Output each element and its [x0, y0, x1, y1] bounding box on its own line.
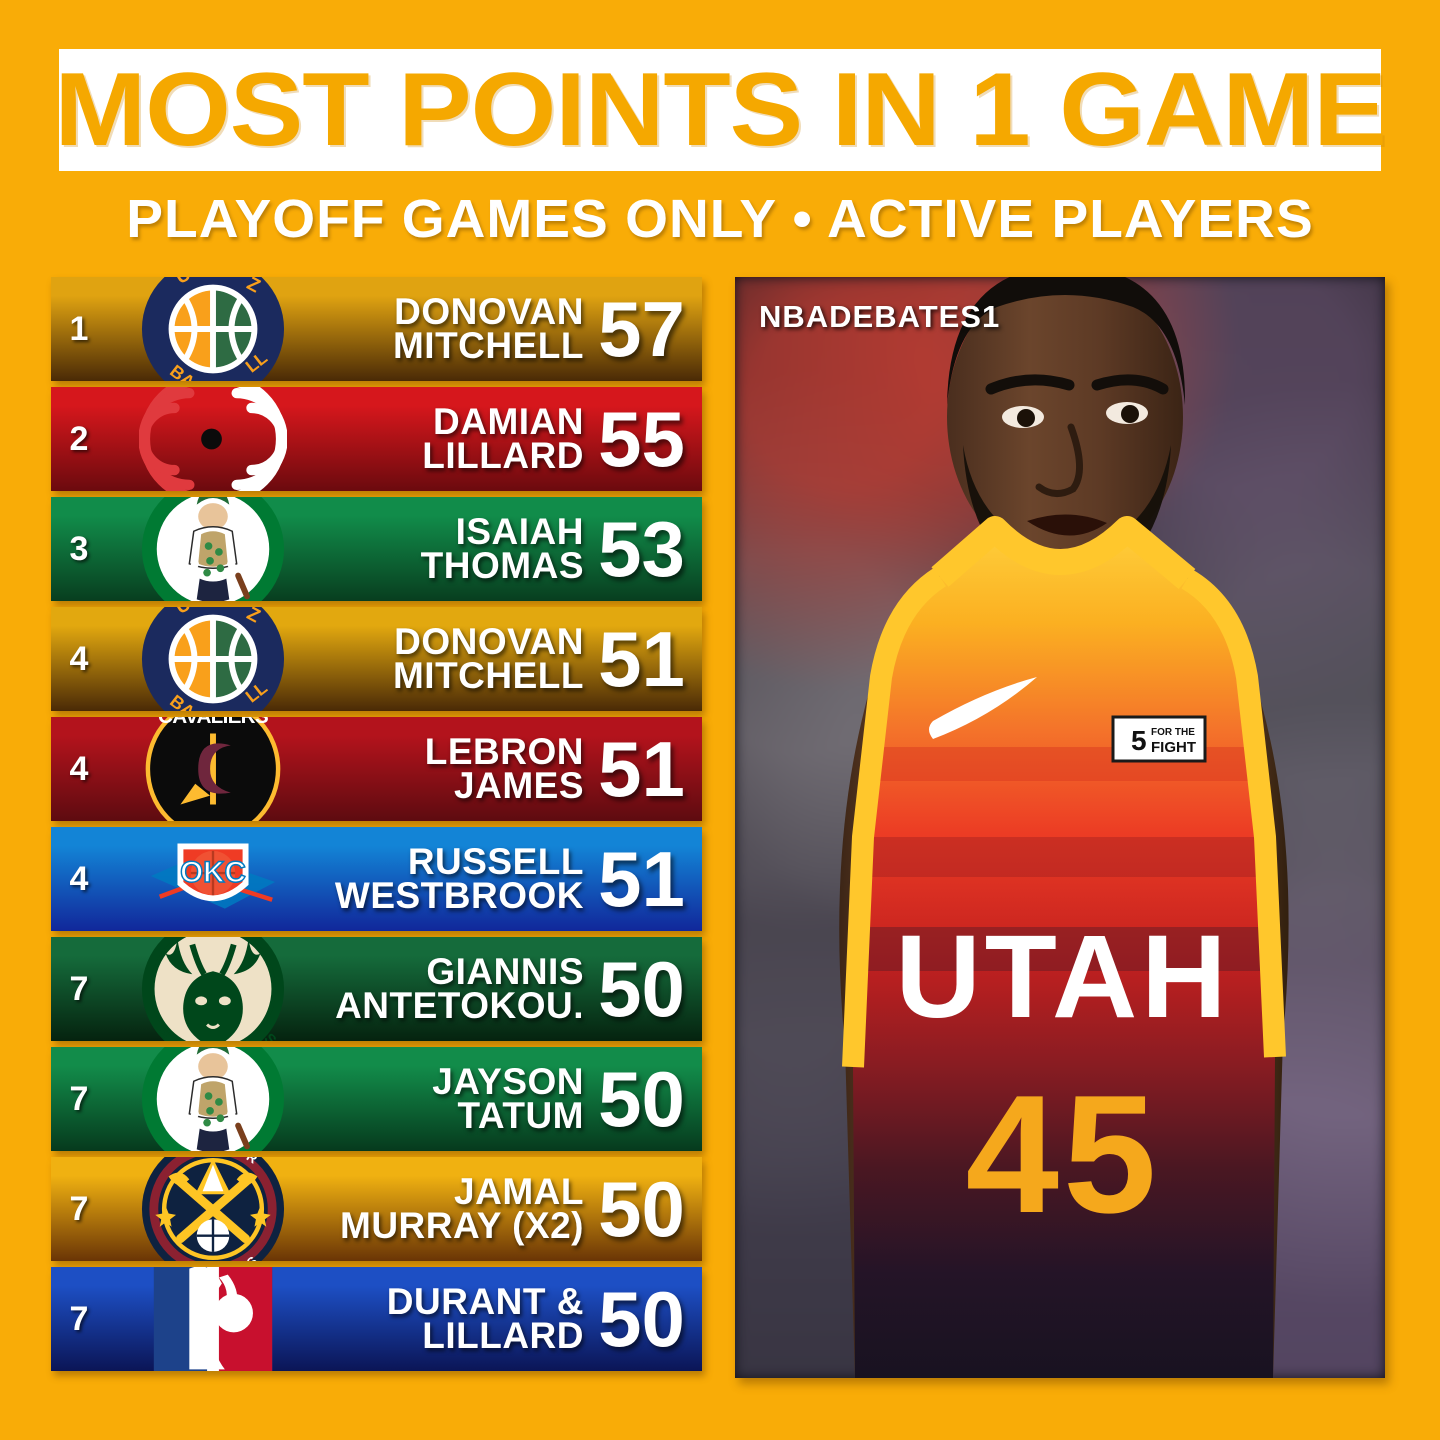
score-value: 50: [598, 1275, 685, 1363]
player-name-line1: RUSSELL: [407, 840, 584, 882]
player-name-line1: DAMIAN: [433, 400, 584, 442]
player-name-line2: MITCHELL: [392, 325, 584, 366]
player-name: JAMAL MURRAY (X2): [340, 1170, 584, 1246]
player-name: DAMIAN LILLARD: [422, 400, 584, 476]
svg-text:FOR THE: FOR THE: [1151, 727, 1195, 738]
nuggets-logo: D R N S: [113, 1157, 313, 1261]
player-name-line1: ISAIAH: [455, 510, 584, 552]
player-name-line2: JAMES: [454, 765, 584, 806]
svg-text:CAVALIERS: CAVALIERS: [158, 717, 269, 728]
player-name-line1: DONOVAN: [394, 290, 584, 332]
player-name-line2: MURRAY (X2): [340, 1205, 584, 1246]
bucks-logo: M S: [113, 937, 313, 1041]
page-subtitle: PLAYOFF GAMES ONLY • ACTIVE PLAYERS: [126, 189, 1314, 249]
player-name-line2: WESTBROOK: [334, 875, 584, 916]
svg-text:5: 5: [1131, 725, 1147, 756]
score-value: 51: [598, 725, 685, 813]
header: MOST POINTS IN 1 GAME PLAYOFF GAMES ONLY…: [0, 0, 1440, 268]
score-value: 57: [598, 285, 685, 373]
score-value: 53: [598, 505, 685, 593]
rank-number: 1: [69, 309, 89, 348]
player-name-line1: JAMAL: [454, 1170, 584, 1212]
player-name: LEBRON JAMES: [424, 730, 584, 806]
player-name-line1: DURANT &: [386, 1280, 584, 1322]
title-bar: MOST POINTS IN 1 GAME: [54, 49, 1387, 171]
svg-text:S: S: [244, 1253, 261, 1261]
score-value: 50: [598, 1055, 685, 1143]
score-value: 55: [598, 395, 685, 483]
svg-text:OKC: OKC: [180, 856, 246, 889]
player-name-line1: GIANNIS: [426, 950, 584, 992]
svg-text:S: S: [260, 1031, 278, 1041]
celtics-logo: CELTICS BOSTON: [113, 497, 313, 601]
player-name: JAYSON TATUM: [432, 1060, 584, 1136]
nba-logo: [113, 1267, 313, 1371]
svg-text:U: U: [172, 277, 195, 289]
player-photo-panel: 5 FOR THE FIGHT UTAH 45 NBADEBATES1: [735, 277, 1385, 1378]
player-name: GIANNIS ANTETOKOU.: [335, 950, 584, 1026]
celtics-logo: CELTICS BOSTON: [113, 1047, 313, 1151]
thunder-logo: OKC: [113, 827, 313, 931]
svg-text:D: D: [176, 1157, 193, 1158]
score-value: 51: [598, 835, 685, 923]
svg-text:45: 45: [966, 1060, 1161, 1248]
svg-text:FIGHT: FIGHT: [1151, 739, 1196, 756]
player-name: DONOVAN MITCHELL: [392, 290, 584, 366]
rank-number: 7: [69, 969, 89, 1008]
player-name-line2: LILLARD: [422, 1315, 584, 1356]
rank-row[interactable]: 7 CELTICS BOSTON: [51, 1047, 702, 1151]
rank-number: 7: [69, 1079, 89, 1118]
svg-text:R: R: [244, 1157, 261, 1167]
rank-row[interactable]: 7 D R N S: [51, 1157, 702, 1261]
rank-number: 7: [69, 1189, 89, 1228]
player-name-line2: ANTETOKOU.: [335, 985, 584, 1026]
rank-row[interactable]: 2 DAMIAN LILLARD 55: [51, 387, 702, 491]
player-name-line2: TATUM: [457, 1095, 584, 1136]
svg-text:UTAH: UTAH: [896, 911, 1231, 1043]
rank-row[interactable]: 3 CELTICS BOSTON: [51, 497, 702, 601]
score-value: 50: [598, 1165, 685, 1253]
rank-number: 4: [69, 859, 89, 898]
rank-row[interactable]: 7 DURANT & LILLARD 50: [51, 1267, 702, 1371]
player-name: RUSSELL WESTBROOK: [334, 840, 584, 916]
player-name-line1: JAYSON: [432, 1060, 584, 1102]
svg-text:N: N: [173, 1259, 190, 1261]
player-name-line1: LEBRON: [424, 730, 584, 772]
player-name: ISAIAH THOMAS: [420, 510, 584, 586]
player-name: DURANT & LILLARD: [386, 1280, 584, 1356]
player-name-line2: LILLARD: [422, 435, 584, 476]
player-name-line2: THOMAS: [420, 545, 584, 586]
player-name-line1: DONOVAN: [394, 620, 584, 662]
rank-number: 7: [69, 1299, 89, 1338]
jazz-logo: U Z BA LL: [113, 607, 313, 711]
rank-number: 4: [69, 749, 89, 788]
score-value: 51: [598, 615, 685, 703]
rank-row[interactable]: 7 M S GIANNIS ANTETOKOU. 50: [51, 937, 702, 1041]
svg-text:U: U: [172, 607, 195, 619]
rank-row[interactable]: 4 OKC RUSSELL WESTBROOK 51: [51, 827, 702, 931]
score-value: 50: [598, 945, 685, 1033]
rank-number: 2: [69, 419, 89, 458]
cavaliers-logo: CAVALIERS: [113, 717, 313, 821]
blazers-logo: [113, 387, 313, 491]
player-name: DONOVAN MITCHELL: [392, 620, 584, 696]
player-name-line2: MITCHELL: [392, 655, 584, 696]
rank-number: 3: [69, 529, 89, 568]
page-title: MOST POINTS IN 1 GAME: [54, 52, 1386, 168]
rank-number: 4: [69, 639, 89, 678]
photo-watermark: NBADEBATES1: [759, 299, 1001, 334]
jazz-logo: U Z BA LL: [113, 277, 313, 381]
player-photo: 5 FOR THE FIGHT UTAH 45: [839, 277, 1289, 1378]
